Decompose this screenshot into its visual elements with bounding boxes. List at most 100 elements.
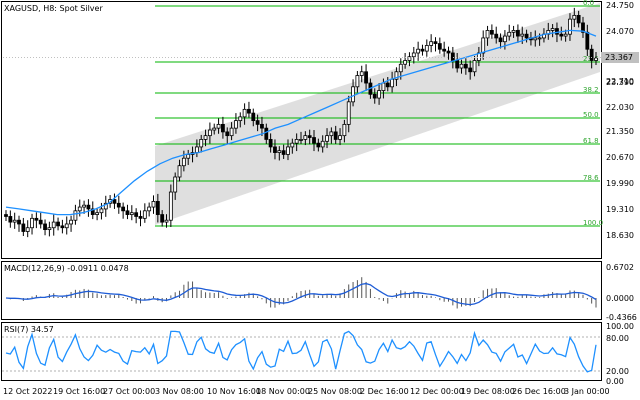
- candle-body: [160, 214, 165, 223]
- candle-body: [64, 223, 69, 229]
- candle-body: [572, 14, 577, 20]
- candle-body: [463, 63, 468, 69]
- candle-body: [147, 206, 152, 212]
- moving-average-line: [5, 29, 597, 216]
- time-tick: 25 Nov 08:00: [308, 387, 362, 396]
- candle-body: [533, 37, 538, 41]
- rsi-tick: 0.00: [606, 377, 624, 386]
- candle-body: [377, 90, 381, 99]
- candle-body: [537, 37, 542, 40]
- candle-body: [82, 204, 86, 208]
- candle-body: [151, 201, 156, 208]
- fib-level-label: 50.0: [583, 111, 599, 119]
- candle-body: [225, 131, 230, 137]
- time-tick: 10 Nov 16:00: [207, 387, 261, 396]
- price-tick: 18.630: [606, 231, 634, 240]
- candle-body: [346, 101, 351, 125]
- candle-body: [4, 214, 8, 217]
- time-tick: 2 Dec 16:00: [360, 387, 409, 396]
- candle-body: [30, 217, 34, 229]
- candle-body: [420, 48, 425, 52]
- candle-body: [47, 227, 52, 231]
- candle-body: [524, 33, 529, 39]
- candle-body: [177, 165, 182, 178]
- candle-body: [481, 37, 486, 54]
- price-tick: 19.990: [606, 179, 634, 188]
- candle-body: [25, 227, 30, 232]
- candle-body: [351, 86, 355, 103]
- candle-body: [238, 116, 243, 122]
- candle-body: [338, 135, 342, 140]
- time-tick: 3 Nov 08:00: [155, 387, 204, 396]
- macd-pane-frame: [1, 261, 602, 320]
- candle-body: [203, 135, 208, 140]
- fib-level-label: 78.6: [583, 174, 599, 182]
- candle-body: [56, 221, 60, 227]
- candle-body: [520, 33, 525, 37]
- candle-body: [390, 78, 395, 88]
- candle-body: [212, 127, 217, 131]
- candle-body: [281, 150, 286, 155]
- candle-body: [316, 142, 321, 148]
- candle-body: [121, 206, 126, 212]
- fib-level-label: 61.8: [583, 137, 599, 145]
- time-tick: 12 Oct 2022: [3, 387, 52, 396]
- candle-body: [116, 202, 121, 208]
- candle-body: [559, 33, 564, 37]
- rsi-title: RSI(7) 34.57: [4, 325, 54, 334]
- candle-body: [429, 41, 434, 46]
- time-tick: 19 Dec 08:00: [461, 387, 515, 396]
- candle-body: [216, 123, 221, 129]
- candle-body: [155, 201, 160, 215]
- candle-body: [207, 129, 212, 137]
- macd-tick: 0.0000: [606, 294, 634, 303]
- candle-body: [472, 60, 477, 73]
- price-tick: 20.670: [606, 153, 634, 162]
- candle-body: [38, 219, 43, 225]
- candle-body: [364, 71, 368, 84]
- candle-body: [17, 219, 21, 225]
- candle-body: [516, 30, 520, 37]
- candle-body: [251, 112, 256, 122]
- candle-body: [51, 221, 56, 229]
- candle-body: [333, 131, 338, 140]
- candle-body: [129, 212, 134, 215]
- candle-body: [576, 14, 581, 24]
- candle-body: [329, 131, 334, 137]
- candle-body: [424, 45, 429, 52]
- candle-body: [563, 33, 568, 37]
- candle-body: [581, 22, 585, 33]
- main-pane-frame: [1, 1, 602, 259]
- candle-body: [247, 108, 251, 114]
- candle-body: [181, 157, 186, 167]
- time-axis[interactable]: 12 Oct 2022 19 Oct 16:00 27 Oct 00:00 3 …: [3, 387, 610, 396]
- candle-body: [342, 123, 347, 137]
- price-axis[interactable]: 24.750 24.070 23.390 22.710 22.030 21.35…: [601, 1, 639, 240]
- candle-body: [585, 31, 590, 50]
- candle-body: [498, 37, 503, 43]
- candle-body: [21, 223, 26, 232]
- candle-body: [307, 135, 312, 138]
- candle-body: [255, 120, 260, 125]
- candle-body: [73, 210, 78, 221]
- candle-body: [234, 120, 238, 129]
- time-tick: 18 Nov 00:00: [256, 387, 310, 396]
- candle-body: [77, 206, 82, 212]
- rsi-tick: 80.00: [606, 334, 629, 343]
- macd-pane[interactable]: MACD(12,26,9) -0.0911 0.0478 0.6702 0.00…: [1, 261, 637, 323]
- macd-tick: 0.6702: [606, 263, 634, 272]
- candle-body: [43, 223, 47, 231]
- price-tick: 24.070: [606, 27, 634, 36]
- candle-body: [485, 30, 490, 39]
- rsi-pane[interactable]: RSI(7) 34.57 100.00 80.00 20.00 0.00: [1, 322, 635, 386]
- candle-body: [320, 140, 325, 148]
- macd-tick: -0.4366: [606, 313, 637, 322]
- candle-body: [312, 137, 316, 144]
- candle-body: [403, 60, 408, 65]
- candle-body: [12, 219, 17, 223]
- price-tick: 22.030: [606, 103, 634, 112]
- main-chart-title: XAGUSD, H8: Spot Silver: [4, 4, 103, 13]
- candle-body: [550, 28, 555, 31]
